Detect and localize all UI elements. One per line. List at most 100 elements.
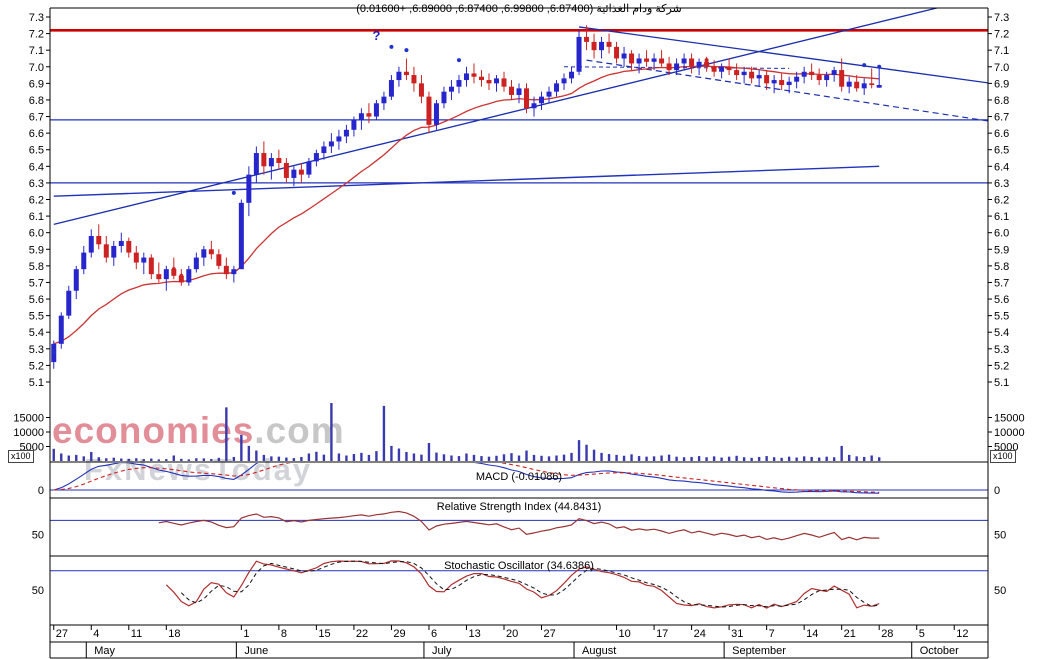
date-axis: 27 4 11 18 1 8 15 22 29 6 13 20 27 10 17 24 31 7 14 21 28 5 12… <box>53 625 968 658</box>
svg-text:50: 50 <box>994 530 1006 542</box>
svg-text:6: 6 <box>431 628 437 640</box>
question-annotation: ? <box>372 28 380 43</box>
svg-text:6.4: 6.4 <box>29 161 44 173</box>
rsi-panel <box>50 510 988 541</box>
svg-text:6.6: 6.6 <box>29 128 44 140</box>
svg-text:September: September <box>732 645 786 657</box>
svg-text:6.7: 6.7 <box>29 112 44 124</box>
price-levels <box>50 28 988 184</box>
svg-text:6.9: 6.9 <box>994 78 1009 90</box>
candles <box>51 25 882 369</box>
svg-text:31: 31 <box>731 628 743 640</box>
svg-text:0: 0 <box>38 485 44 497</box>
svg-text:20: 20 <box>506 628 518 640</box>
watermark-brand-text: economies <box>52 410 255 451</box>
svg-text:8: 8 <box>281 628 287 640</box>
svg-text:5.2: 5.2 <box>29 360 44 372</box>
svg-text:7.0: 7.0 <box>994 62 1009 74</box>
fast-moving-average <box>53 65 880 345</box>
svg-text:5.3: 5.3 <box>994 344 1009 356</box>
svg-text:50: 50 <box>32 585 44 597</box>
svg-text:6.0: 6.0 <box>994 228 1009 240</box>
svg-text:28: 28 <box>881 628 893 640</box>
svg-text:10: 10 <box>619 628 631 640</box>
svg-text:5.6: 5.6 <box>29 294 44 306</box>
svg-text:5.1: 5.1 <box>994 377 1009 389</box>
svg-text:6.9: 6.9 <box>29 78 44 90</box>
svg-text:5.7: 5.7 <box>29 277 44 289</box>
svg-text:22: 22 <box>356 628 368 640</box>
stochastic-panel-label: Stochastic Oscillator (34.6386) <box>444 560 594 572</box>
svg-text:7.3: 7.3 <box>29 12 44 24</box>
svg-text:October: October <box>920 645 959 657</box>
svg-text:7.1: 7.1 <box>994 45 1009 57</box>
svg-text:15: 15 <box>318 628 330 640</box>
svg-text:5: 5 <box>919 628 925 640</box>
svg-text:5.4: 5.4 <box>29 327 44 339</box>
svg-text:14: 14 <box>806 628 818 640</box>
svg-text:May: May <box>94 645 115 657</box>
volume-bars <box>52 403 881 461</box>
svg-text:6.0: 6.0 <box>29 228 44 240</box>
svg-text:6.1: 6.1 <box>29 211 44 223</box>
svg-text:6.1: 6.1 <box>994 211 1009 223</box>
indicator-axis: 0 0 50 50 50 50 <box>32 485 1007 597</box>
svg-text:5.2: 5.2 <box>994 360 1009 372</box>
svg-text:5.7: 5.7 <box>994 277 1009 289</box>
svg-text:6.4: 6.4 <box>994 161 1009 173</box>
svg-text:6.5: 6.5 <box>994 145 1009 157</box>
svg-text:6.3: 6.3 <box>994 178 1009 190</box>
svg-text:27: 27 <box>544 628 556 640</box>
svg-text:0: 0 <box>994 485 1000 497</box>
macd-panel-label: MACD (-0.01086) <box>475 471 563 483</box>
svg-text:5.6: 5.6 <box>994 294 1009 306</box>
volume-multiplier-left: x100 <box>8 450 34 463</box>
svg-text:5.9: 5.9 <box>29 244 44 256</box>
svg-text:5.5: 5.5 <box>29 311 44 323</box>
svg-text:15000: 15000 <box>994 413 1025 425</box>
svg-text:6.7: 6.7 <box>994 112 1009 124</box>
svg-text:1: 1 <box>243 628 249 640</box>
svg-text:7.1: 7.1 <box>29 45 44 57</box>
svg-text:6.5: 6.5 <box>29 145 44 157</box>
signal-markers <box>51 44 882 355</box>
svg-text:5.1: 5.1 <box>29 377 44 389</box>
svg-text:July: July <box>432 645 452 657</box>
svg-text:?: ? <box>372 28 380 43</box>
svg-text:June: June <box>244 645 268 657</box>
svg-text:12: 12 <box>956 628 968 640</box>
svg-text:5.8: 5.8 <box>29 261 44 273</box>
svg-text:18: 18 <box>168 628 180 640</box>
svg-text:5.5: 5.5 <box>994 311 1009 323</box>
svg-text:17: 17 <box>656 628 668 640</box>
svg-text:6.6: 6.6 <box>994 128 1009 140</box>
svg-text:50: 50 <box>994 585 1006 597</box>
svg-text:6.8: 6.8 <box>994 95 1009 107</box>
svg-text:13: 13 <box>468 628 480 640</box>
price-axis: 7.3 7.3 7.2 7.2 7.1 7.1 7.0 7.0 6.9 6.9 6.8 6.8 6.7 6… <box>29 12 1010 389</box>
macd-panel <box>50 463 988 494</box>
svg-text:5.8: 5.8 <box>994 261 1009 273</box>
svg-text:24: 24 <box>694 628 706 640</box>
volume-multiplier-right: x100 <box>990 450 1016 463</box>
svg-text:4: 4 <box>93 628 99 640</box>
watermark-domain-text: .com <box>254 410 345 451</box>
svg-text:August: August <box>582 645 616 657</box>
svg-text:7.2: 7.2 <box>29 29 44 41</box>
long-moving-average <box>53 165 880 197</box>
svg-text:7: 7 <box>769 628 775 640</box>
svg-text:10000: 10000 <box>994 427 1025 439</box>
svg-text:10000: 10000 <box>13 427 44 439</box>
watermark-economies: economies.com <box>52 410 345 452</box>
svg-text:6.2: 6.2 <box>994 195 1009 207</box>
svg-text:21: 21 <box>844 628 856 640</box>
svg-text:27: 27 <box>56 628 68 640</box>
svg-text:29: 29 <box>393 628 405 640</box>
stochastic-panel <box>50 560 988 609</box>
svg-text:6.2: 6.2 <box>29 195 44 207</box>
svg-text:15000: 15000 <box>13 413 44 425</box>
svg-text:7.2: 7.2 <box>994 29 1009 41</box>
